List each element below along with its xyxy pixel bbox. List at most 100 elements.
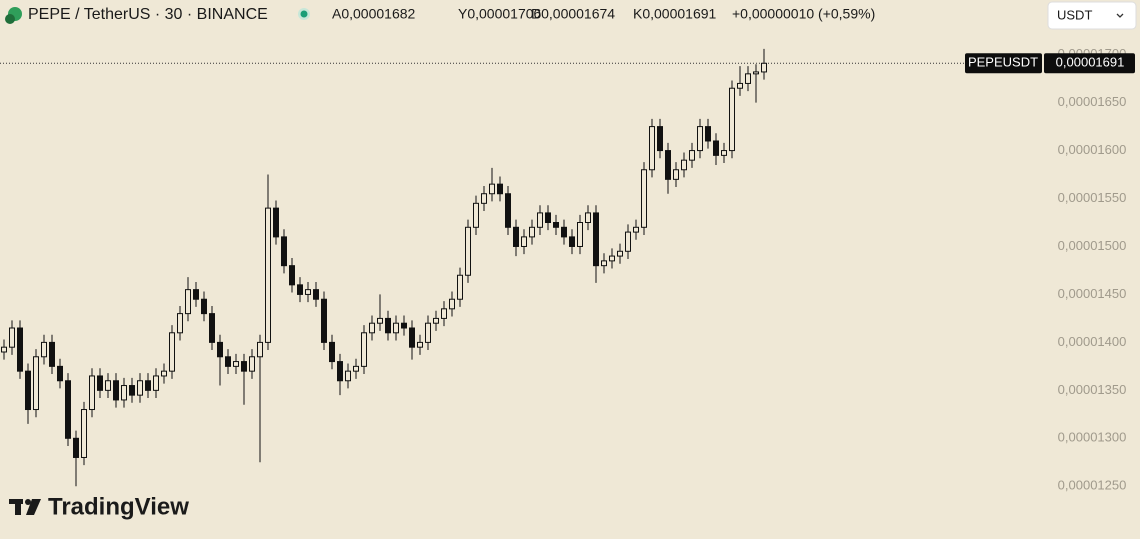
symbol-tag-bg	[965, 53, 1042, 74]
candle-body	[257, 341, 263, 358]
candle-body	[169, 332, 175, 372]
candle-body	[601, 260, 607, 267]
candle-body	[689, 150, 695, 161]
candle-body	[521, 236, 527, 247]
candle-body	[49, 341, 55, 367]
candle-body	[377, 317, 383, 324]
candle-body	[553, 222, 559, 228]
candle-body	[113, 380, 119, 401]
candle-body	[721, 150, 727, 156]
candle-body	[337, 361, 343, 382]
logo-part	[15, 499, 21, 515]
candle-body	[249, 356, 255, 372]
candle-body	[353, 365, 359, 372]
candle-body	[465, 226, 471, 276]
candle-body	[297, 284, 303, 295]
candle-body	[609, 255, 615, 262]
candle-body	[57, 365, 63, 382]
candle-body	[217, 341, 223, 358]
price-axis: 0,000017000,000016500,000016000,00001550…	[965, 46, 1135, 493]
candle-body	[313, 289, 319, 300]
candle-body	[441, 308, 447, 319]
candle-body	[737, 82, 743, 89]
candle-body	[201, 298, 207, 315]
y-tick-label: 0,00001450	[1058, 286, 1127, 301]
y-tick-label: 0,00001400	[1058, 334, 1127, 349]
y-tick-label: 0,00001250	[1058, 478, 1127, 493]
candle-body	[361, 332, 367, 367]
candle-body	[657, 126, 663, 152]
candle-body	[369, 322, 375, 334]
candle-body	[161, 370, 167, 377]
candle-body	[633, 226, 639, 233]
candle-body	[281, 236, 287, 267]
candle-body	[729, 87, 735, 152]
last-price-tag: 0,00001691	[1056, 55, 1125, 70]
candle-body	[745, 73, 751, 84]
candle-body	[25, 370, 31, 411]
candle-body	[529, 226, 535, 238]
candle-body	[713, 140, 719, 156]
candle-body	[409, 327, 415, 348]
candle-body	[433, 317, 439, 324]
ohlc-value: Y0,00001706	[458, 6, 542, 22]
candle-body	[681, 159, 687, 171]
candle-body	[593, 212, 599, 267]
candle-body	[321, 298, 327, 343]
select-label[interactable]: USDT	[1057, 7, 1092, 22]
candle-body	[497, 183, 503, 195]
candle-body	[673, 169, 679, 180]
last-price-tag-bg	[1044, 53, 1135, 74]
candle-body	[697, 126, 703, 152]
y-tick-label: 0,00001300	[1058, 430, 1127, 445]
ohlc-value: +0,00000010 (+0,59%)	[732, 6, 875, 22]
candle-body	[665, 150, 671, 180]
candle-body	[537, 212, 543, 228]
candle-body	[481, 193, 487, 204]
candle-body	[561, 226, 567, 238]
candle-body	[241, 361, 247, 372]
candle-body	[265, 207, 271, 343]
candle-body	[1, 346, 7, 353]
candle-body	[289, 265, 295, 286]
candle-body	[345, 370, 351, 382]
candle-body	[577, 222, 583, 247]
candle-body	[65, 380, 71, 439]
logo-part	[25, 499, 31, 505]
candle-body	[473, 202, 479, 228]
ohlc-value: A0,00001682	[332, 6, 416, 22]
candle-body	[233, 361, 239, 367]
market-status	[300, 10, 308, 18]
symbol-icon	[5, 14, 15, 24]
candle-body	[641, 169, 647, 228]
candle-body	[41, 341, 47, 358]
plot-area	[0, 48, 1046, 487]
y-tick-label: 0,00001350	[1058, 382, 1127, 397]
candle-body	[225, 356, 231, 367]
y-tick-label: 0,00001550	[1058, 190, 1127, 205]
select-caret[interactable]	[1116, 13, 1124, 18]
currency-select[interactable]: USDT	[1047, 1, 1137, 30]
ohlc-value: K0,00001691	[633, 6, 717, 22]
candle-body	[489, 183, 495, 195]
candle-body	[513, 226, 519, 247]
candle-body	[329, 341, 335, 363]
candle-body	[73, 437, 79, 458]
candle-body	[33, 356, 39, 411]
candle-body	[137, 380, 143, 396]
candle-body	[121, 385, 127, 401]
candle-body	[129, 385, 135, 396]
candle-body	[177, 313, 183, 334]
candle-body	[569, 236, 575, 247]
candle-body	[89, 375, 95, 411]
select-box[interactable]	[1047, 1, 1137, 30]
watermark: TradingView	[48, 493, 189, 520]
y-tick-label: 0,00001600	[1058, 142, 1127, 157]
candle-body	[705, 126, 711, 142]
candle-body	[185, 289, 191, 315]
candle-body	[417, 341, 423, 348]
candle-body	[393, 322, 399, 334]
candle-body	[649, 126, 655, 171]
